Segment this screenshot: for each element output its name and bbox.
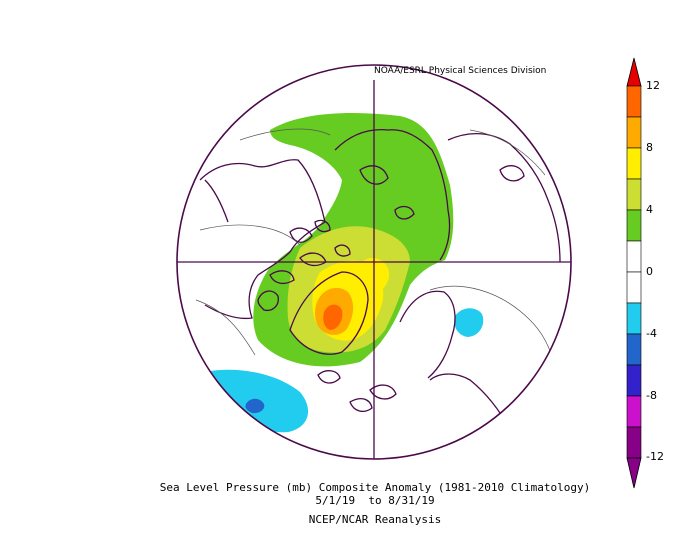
colorbar-tick-4: 4 (646, 203, 653, 216)
caption-title: Sea Level Pressure (mb) Composite Anomal… (159, 481, 591, 494)
colorbar-bin-10-12 (626, 85, 642, 118)
colorbar-bin-m2-0 (626, 271, 642, 304)
colorbar-tick-m12: -12 (646, 450, 664, 463)
colorbar-tick-0: 0 (646, 265, 653, 278)
colorbar-bin-4-6 (626, 178, 642, 211)
anomaly-yellow-lobe (360, 257, 390, 292)
colorbar-tick-m8: -8 (646, 389, 657, 402)
colorbar-tick-12: 12 (646, 79, 660, 92)
colorbar-bin-m10-m8 (626, 395, 642, 428)
colorbar-bin-m6-m4 (626, 333, 642, 366)
colorbar-bin-6-8 (626, 147, 642, 180)
colorbar-bin-2-4 (626, 209, 642, 242)
anomaly-blue-southwest (245, 398, 265, 414)
colorbar-bin-m8-m6 (626, 364, 642, 397)
colorbar (626, 57, 642, 489)
globe-outline (176, 64, 572, 460)
coastlines (199, 129, 561, 431)
anomaly-cyan-east (454, 308, 484, 337)
caption-dates: 5/1/19 to 8/31/19 (315, 494, 435, 507)
colorbar-tick-8: 8 (646, 141, 653, 154)
caption-source: NCEP/NCAR Reanalysis (308, 513, 442, 526)
colorbar-tick-m4: -4 (646, 327, 657, 340)
credit-label: NOAA/ESRL Physical Sciences Division (374, 66, 547, 76)
colorbar-bin-0-2 (626, 240, 642, 273)
colorbar-cap-bottom (626, 457, 642, 489)
colorbar-bin-m4-m2 (626, 302, 642, 335)
colorbar-bin-m12-m10 (626, 426, 642, 459)
colorbar-bin-8-10 (626, 116, 642, 149)
globe (176, 64, 572, 460)
anomaly-darkorange-core (323, 304, 343, 330)
colorbar-cap-top (626, 57, 642, 87)
anomaly-fields (195, 112, 561, 433)
